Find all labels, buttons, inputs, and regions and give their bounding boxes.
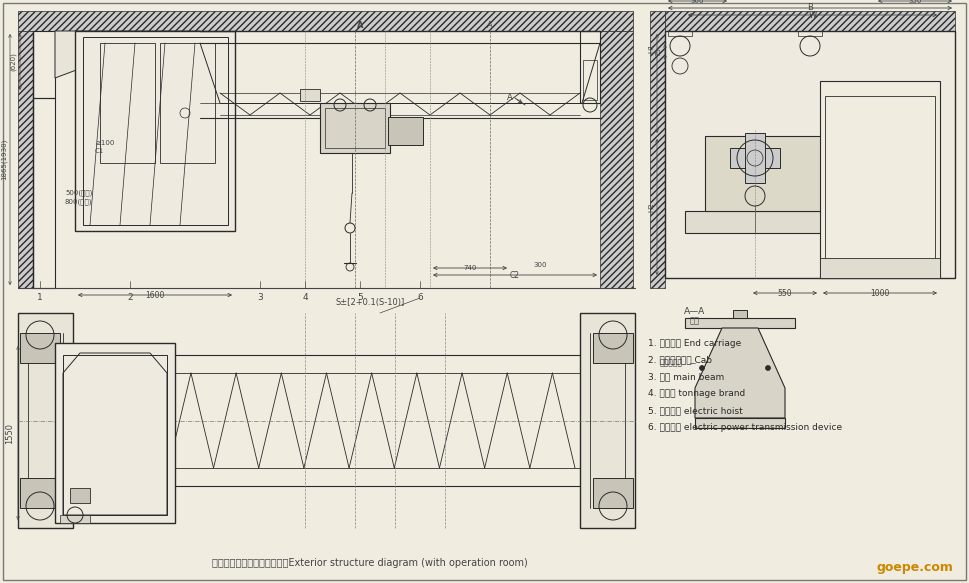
Text: C1: C1: [95, 148, 105, 154]
Bar: [325, 108, 385, 148]
Text: 1: 1: [37, 293, 43, 303]
Bar: [820, 258, 940, 278]
Text: C2: C2: [510, 271, 520, 279]
Bar: [18, 313, 73, 528]
Bar: [825, 96, 935, 273]
Bar: [55, 343, 175, 523]
Circle shape: [700, 366, 704, 371]
Text: 1. 端梁装置 End carriage: 1. 端梁装置 End carriage: [648, 339, 741, 347]
Text: 75: 75: [655, 48, 661, 57]
Bar: [20, 333, 60, 363]
Text: 螺旋在外面: 螺旋在外面: [660, 359, 683, 367]
Text: 500(侧形): 500(侧形): [65, 189, 92, 196]
Text: 放大: 放大: [690, 317, 700, 325]
Bar: [63, 355, 167, 515]
Bar: [705, 136, 915, 211]
Text: 300: 300: [533, 262, 547, 268]
Bar: [695, 418, 785, 428]
Text: 740: 740: [463, 265, 477, 271]
Bar: [593, 478, 633, 508]
Text: ≥100: ≥100: [95, 140, 114, 146]
Text: 550: 550: [778, 289, 793, 297]
Bar: [320, 103, 390, 153]
Text: A: A: [357, 22, 363, 30]
Text: 6. 输电装置 electric power transmission device: 6. 输电装置 electric power transmission devi…: [648, 423, 842, 433]
Bar: [685, 318, 795, 328]
Text: W: W: [808, 10, 817, 19]
Polygon shape: [55, 31, 200, 78]
Text: 3: 3: [257, 293, 263, 303]
Text: 6: 6: [417, 293, 422, 303]
Bar: [650, 11, 665, 288]
Text: 2. 封闭式司机室 Cab: 2. 封闭式司机室 Cab: [648, 356, 712, 364]
Text: 3. 主梁 main beam: 3. 主梁 main beam: [648, 373, 724, 381]
Text: S±[2+0.1(S-10)]: S±[2+0.1(S-10)]: [335, 298, 405, 307]
Text: 1865(1930): 1865(1930): [1, 138, 7, 180]
Bar: [33, 98, 55, 288]
Bar: [100, 43, 155, 163]
Text: B: B: [807, 3, 813, 12]
Bar: [300, 89, 320, 101]
Bar: [733, 310, 747, 318]
Bar: [600, 31, 633, 288]
Bar: [60, 515, 90, 523]
Text: 2: 2: [127, 293, 133, 303]
Bar: [388, 117, 423, 145]
Bar: [20, 478, 60, 508]
Polygon shape: [695, 328, 785, 418]
Text: (620): (620): [10, 52, 16, 72]
Bar: [685, 211, 935, 233]
Bar: [580, 313, 635, 528]
Bar: [668, 31, 692, 36]
Bar: [583, 60, 597, 100]
Bar: [820, 81, 940, 278]
Bar: [665, 31, 955, 278]
Text: 5. 电动葫芦 electric hoist: 5. 电动葫芦 electric hoist: [648, 406, 743, 416]
Text: A: A: [507, 93, 513, 103]
Text: 外形结构图（安装有司机室）Exterior structure diagram (with operation room): 外形结构图（安装有司机室）Exterior structure diagram …: [212, 558, 528, 568]
Text: 5: 5: [358, 293, 362, 303]
Text: H2: H2: [648, 202, 654, 212]
Bar: [70, 488, 90, 503]
Bar: [665, 11, 955, 31]
Text: 350: 350: [908, 0, 922, 4]
Text: 4. 吞位牌 tonnage brand: 4. 吞位牌 tonnage brand: [648, 389, 745, 399]
Text: 1000: 1000: [870, 289, 890, 297]
Bar: [33, 31, 55, 98]
Bar: [745, 133, 765, 183]
Text: H1: H1: [648, 43, 654, 53]
Text: 1600: 1600: [145, 290, 165, 300]
Bar: [730, 148, 780, 168]
Text: A: A: [487, 22, 493, 30]
Circle shape: [766, 366, 770, 371]
Text: goepe.com: goepe.com: [877, 561, 953, 574]
Text: 1550: 1550: [6, 423, 15, 444]
Text: 800(端形): 800(端形): [65, 199, 92, 205]
Bar: [798, 31, 822, 36]
Text: 4: 4: [302, 293, 308, 303]
Bar: [18, 31, 33, 288]
Bar: [580, 31, 600, 103]
Text: 360: 360: [691, 0, 704, 4]
Bar: [160, 43, 215, 163]
Text: A—A: A—A: [684, 307, 705, 315]
Bar: [83, 37, 228, 225]
Bar: [75, 31, 235, 231]
Bar: [18, 11, 633, 31]
Bar: [593, 333, 633, 363]
